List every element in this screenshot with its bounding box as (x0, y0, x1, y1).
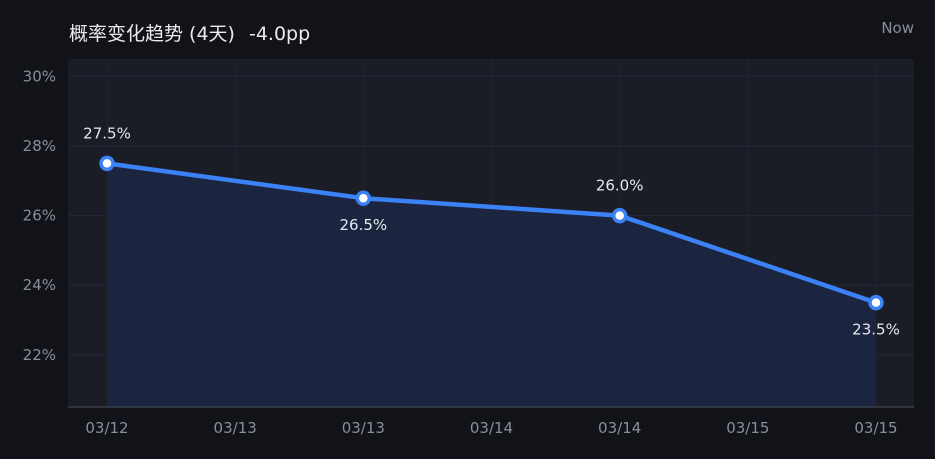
series-line (104, 161, 879, 305)
y-axis-ticks: 22% 24% 26% 28% 30% (23, 67, 56, 363)
x-axis-ticks: 03/12 03/13 03/13 03/14 03/14 03/15 03/15 (85, 419, 897, 437)
data-point (611, 207, 628, 224)
data-label: 26.5% (340, 216, 388, 234)
data-points (99, 155, 884, 311)
y-tick-label: 30% (23, 67, 56, 85)
data-label: 26.0% (596, 177, 644, 195)
data-label: 27.5% (83, 124, 131, 142)
y-tick-label: 28% (23, 137, 56, 155)
data-labels: 27.5% 26.5% 26.0% 23.5% (83, 124, 900, 338)
x-tick-label: 03/13 (342, 419, 385, 437)
data-point (868, 294, 884, 311)
x-tick-label: 03/15 (854, 419, 897, 437)
chart-title: 概率变化趋势 (4天) -4.0pp (69, 19, 310, 46)
delta-value: -4.0pp (248, 23, 311, 45)
data-point (99, 155, 115, 172)
y-tick-label: 24% (23, 276, 56, 294)
x-tick-label: 03/14 (470, 419, 513, 437)
x-tick-label: 03/13 (214, 419, 257, 437)
x-tick-label: 03/14 (598, 419, 641, 437)
x-tick-label: 03/12 (85, 419, 128, 437)
x-tick-label: 03/15 (726, 419, 769, 437)
y-tick-label: 26% (23, 207, 56, 225)
chart-title-text: 概率变化趋势 (4天) (69, 23, 235, 45)
data-point (355, 190, 372, 206)
data-label: 23.5% (852, 321, 900, 339)
now-label: Now (881, 19, 914, 37)
y-tick-label: 22% (23, 346, 56, 364)
area-fill (107, 163, 876, 407)
